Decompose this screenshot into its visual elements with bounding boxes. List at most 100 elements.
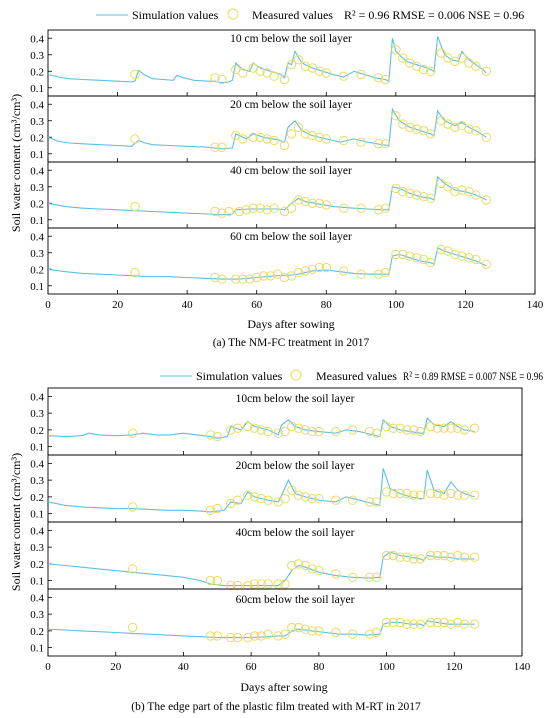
x-tick-label: 140 [514, 661, 531, 673]
y-tick-label: 0.2 [30, 425, 44, 437]
measured-point [217, 74, 227, 85]
legend-measured-label: Measured values [316, 369, 397, 383]
measured-point [425, 617, 436, 628]
measured-point [373, 139, 384, 149]
measured-point [307, 130, 318, 141]
measured-point [464, 253, 474, 263]
measured-point [373, 205, 384, 215]
measured-point [459, 552, 470, 562]
measured-point [471, 254, 481, 265]
measured-point [348, 629, 358, 639]
measured-point [287, 622, 297, 633]
measured-point [398, 53, 408, 63]
measured-point [293, 195, 304, 205]
measured-point [314, 198, 324, 209]
measured-point [232, 632, 243, 643]
x-tick-label: 80 [321, 299, 333, 311]
x-tick-label: 0 [45, 661, 51, 673]
measured-point [300, 624, 310, 634]
measured-point [388, 488, 398, 499]
measured-point [293, 55, 304, 65]
panel-title: 10cm below the soil layer [236, 393, 355, 405]
measured-point [286, 129, 297, 139]
legend-measured-marker [227, 8, 239, 20]
measured-point [321, 68, 331, 78]
y-tick-label: 0.1 [30, 83, 44, 95]
measured-point [391, 249, 401, 260]
panel-title: 40 cm below the soil layer [230, 165, 352, 177]
y-tick-label: 0.2 [30, 132, 44, 144]
measured-point [314, 262, 324, 273]
y-axis-label-a: Soil water content (cm³/cm³) [9, 94, 23, 232]
panel-title: 40cm below the soil layer [236, 527, 355, 539]
measured-point [380, 203, 391, 213]
measured-point [314, 565, 324, 576]
measured-point [481, 66, 491, 77]
y-tick-label: 0.3 [30, 248, 44, 260]
measured-point [130, 201, 140, 212]
measured-point [453, 490, 463, 500]
measured-point [457, 185, 467, 195]
measured-point [415, 490, 426, 500]
simulation-line [47, 107, 487, 150]
x-tick-label: 140 [527, 299, 544, 311]
measured-point [210, 272, 220, 283]
measured-point [469, 619, 480, 629]
x-tick-label: 80 [313, 661, 325, 673]
panel-title: 20cm below the soil layer [236, 460, 355, 472]
figure-b: Simulation values Measured values R² = 0… [9, 369, 543, 713]
measured-point [130, 69, 140, 80]
measured-point [405, 122, 415, 133]
y-tick-label: 0.4 [30, 99, 44, 111]
measured-point [256, 493, 266, 504]
legend-measured-marker [290, 369, 302, 381]
measured-point [280, 579, 290, 589]
measured-point [364, 426, 375, 437]
measured-point [127, 428, 138, 438]
legend-stats: R² = 0.96 RMSE = 0.006 NSE = 0.96 [344, 8, 524, 22]
measured-point [293, 490, 304, 500]
measured-point [241, 205, 252, 215]
measured-point [307, 426, 317, 437]
measured-point [371, 497, 382, 507]
measured-point [425, 66, 436, 77]
measured-point [279, 140, 290, 151]
measured-point [412, 190, 422, 200]
measured-point [300, 425, 310, 435]
measured-point [273, 631, 283, 641]
y-tick-label: 0.4 [30, 525, 44, 537]
measured-point [380, 267, 391, 278]
measured-point [259, 271, 269, 281]
measured-point [300, 266, 311, 276]
panel-frame [47, 588, 523, 657]
measured-point [249, 492, 260, 502]
measured-point [457, 53, 467, 63]
measured-point [415, 619, 426, 629]
x-tick-label: 20 [110, 661, 122, 673]
measured-point [217, 208, 227, 218]
measured-point [457, 251, 467, 261]
measured-point [356, 269, 366, 279]
measured-point [280, 426, 290, 437]
measured-point [395, 617, 405, 628]
legend-b: Simulation values Measured values R² = 0… [160, 369, 543, 383]
caption-a: (a) The NM-FC treatment in 2017 [213, 337, 370, 349]
measured-point [321, 134, 331, 144]
measured-point [409, 425, 419, 435]
measured-point [469, 490, 480, 500]
measured-point [293, 622, 304, 633]
x-axis-label-a: Days after sowing [247, 317, 334, 331]
measured-point [432, 488, 443, 499]
measured-point [412, 253, 422, 263]
measured-point [245, 274, 255, 284]
y-tick-label: 0.3 [30, 182, 44, 194]
measured-point [262, 134, 272, 144]
simulation-line [47, 468, 475, 513]
measured-point [255, 132, 265, 143]
y-tick-label: 0.1 [30, 149, 44, 161]
measured-point [412, 124, 422, 134]
y-tick-label: 0.3 [30, 116, 44, 128]
measured-point [238, 274, 248, 284]
x-tick-label: 20 [112, 299, 124, 311]
measured-point [453, 617, 463, 628]
